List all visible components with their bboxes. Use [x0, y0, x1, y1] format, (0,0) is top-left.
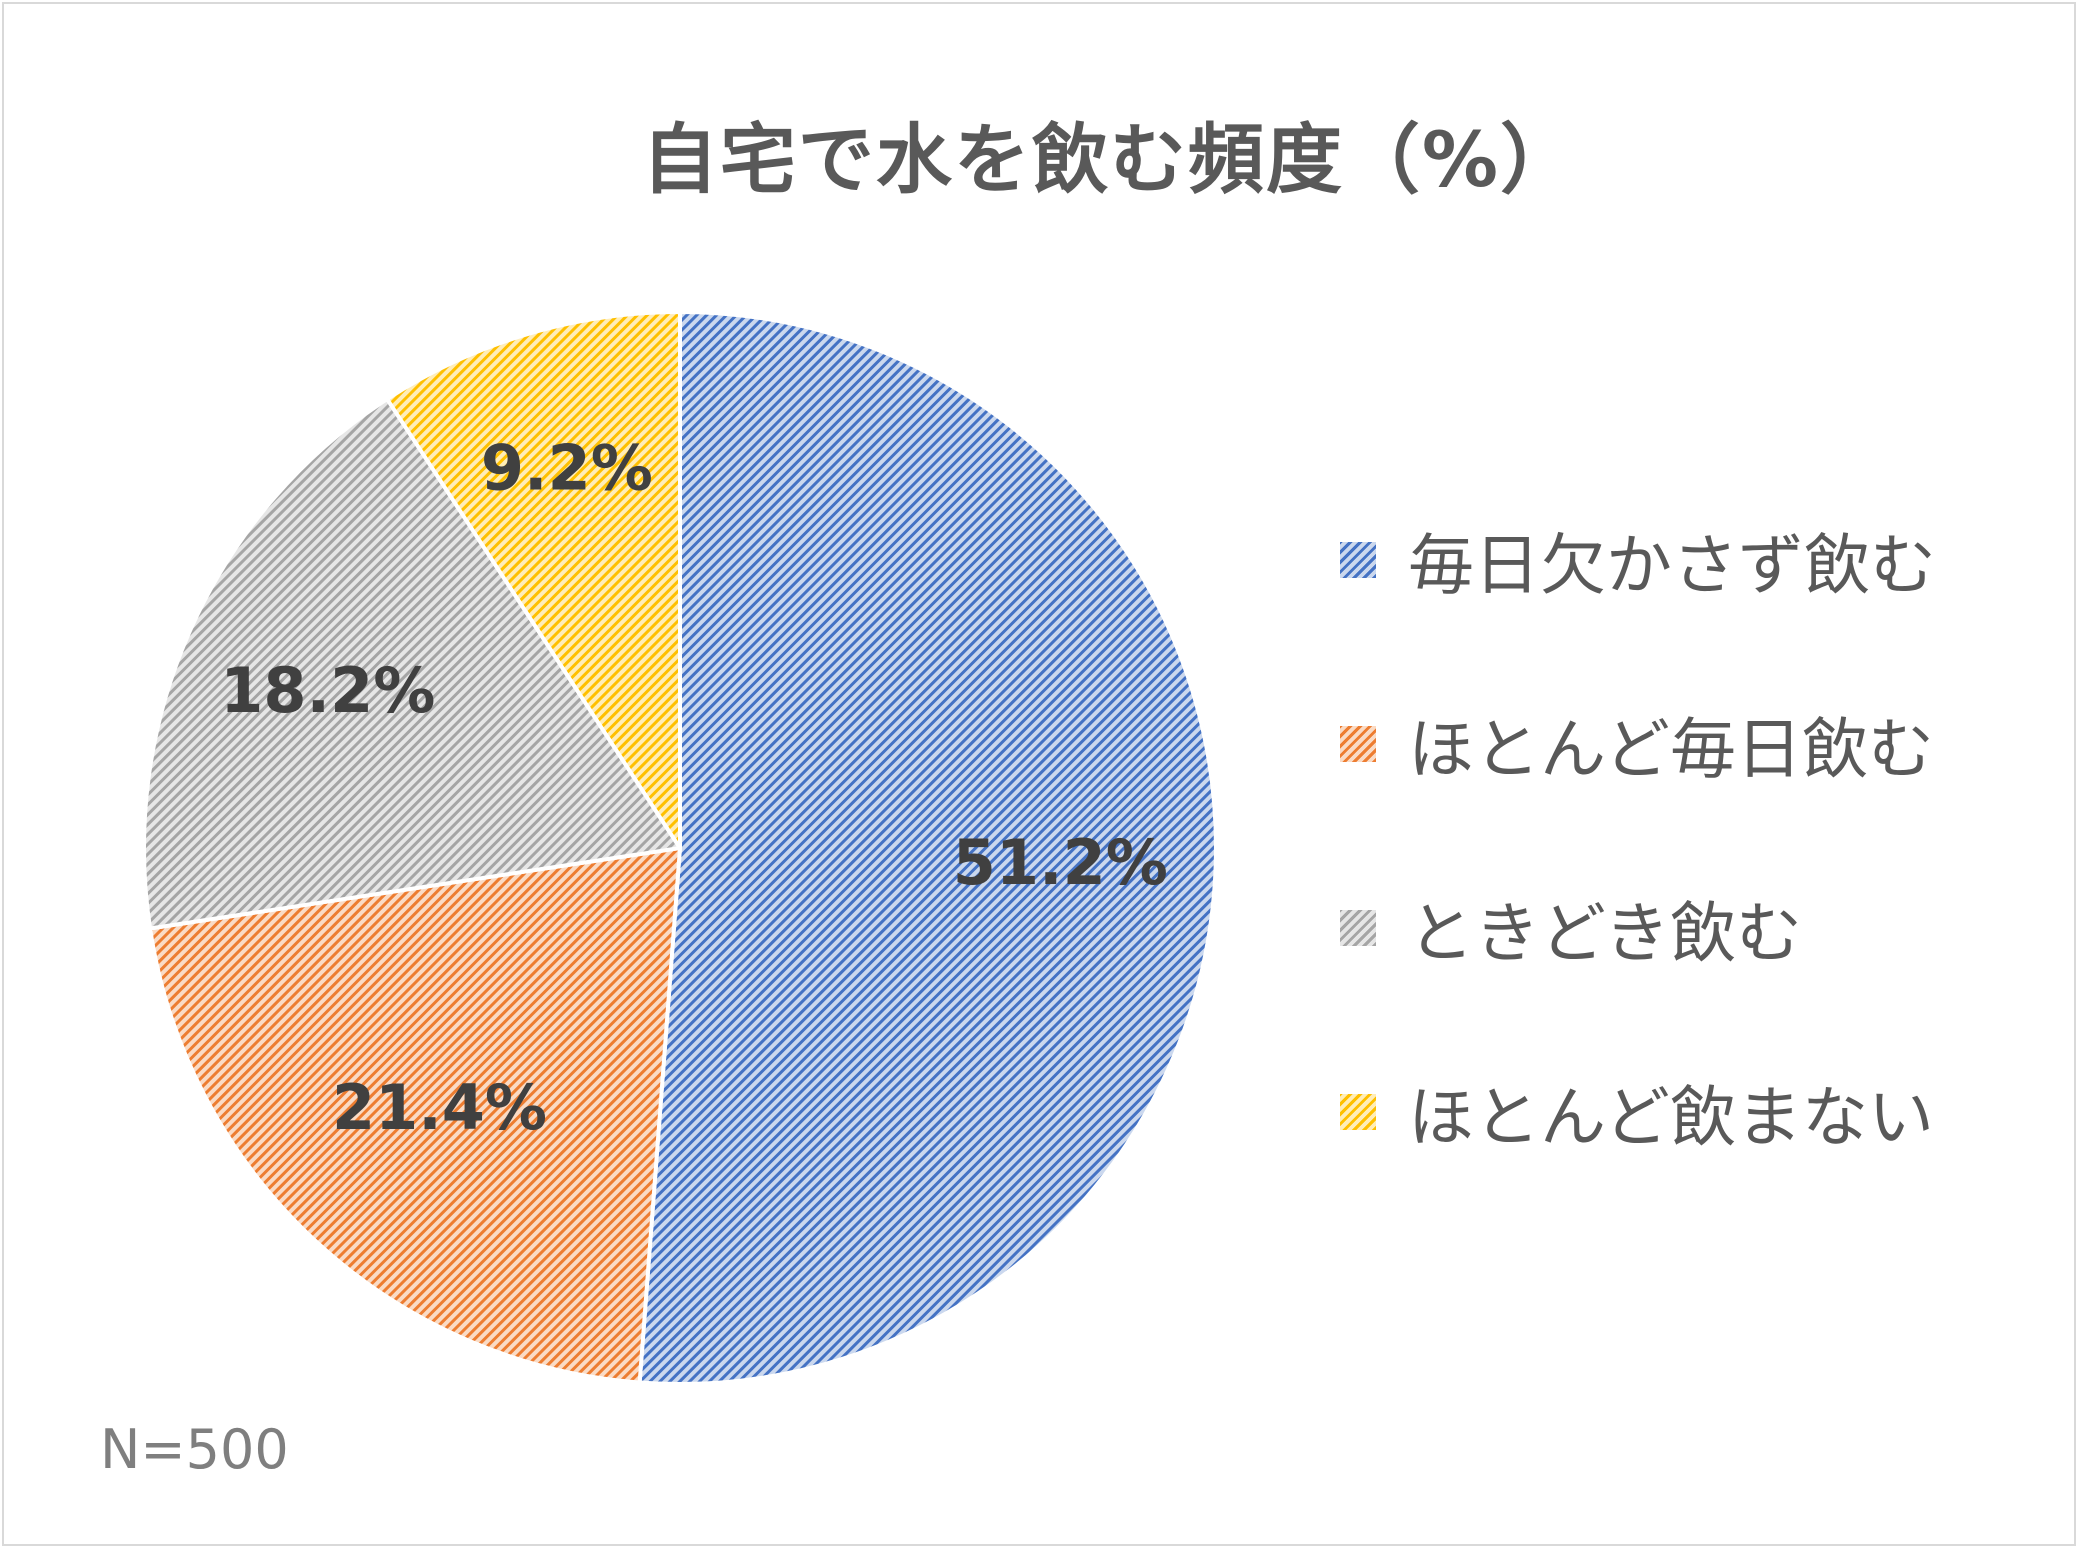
legend-item-2: ほとんど毎日飲む	[1340, 699, 2040, 789]
legend-label: ほとんど飲まない	[1408, 1079, 1935, 1156]
legend-item-4: ほとんど飲まない	[1340, 1067, 2040, 1157]
sample-size-note: N=500	[100, 1418, 289, 1481]
pie-slice-4	[385, 310, 682, 850]
data-label-2: 21.4%	[332, 1071, 547, 1144]
legend-label: ほとんど毎日飲む	[1408, 711, 1935, 788]
legend-swatch	[1340, 726, 1376, 762]
legend-label: ときどき飲む	[1408, 895, 1803, 972]
legend-swatch	[1340, 542, 1376, 578]
pie-slice-3	[142, 397, 682, 931]
data-label-3: 18.2%	[220, 654, 435, 727]
pie-data-labels: 51.2% 21.4% 18.2% 9.2%	[220, 431, 1168, 1144]
chart-title: 自宅で水を飲む頻度（%）	[641, 115, 1579, 204]
legend-label: 毎日欠かさず飲む	[1408, 527, 1936, 604]
data-label-4: 9.2%	[481, 431, 653, 504]
data-label-1: 51.2%	[953, 826, 1168, 899]
pie-slice-2	[148, 846, 682, 1385]
legend-swatch	[1340, 1094, 1376, 1130]
legend-item-3: ときどき飲む	[1340, 883, 2040, 973]
legend-item-1: 毎日欠かさず飲む	[1340, 515, 2040, 605]
legend-swatch	[1340, 910, 1376, 946]
pie-slices	[142, 310, 1218, 1386]
pie-slice-1	[637, 310, 1218, 1386]
